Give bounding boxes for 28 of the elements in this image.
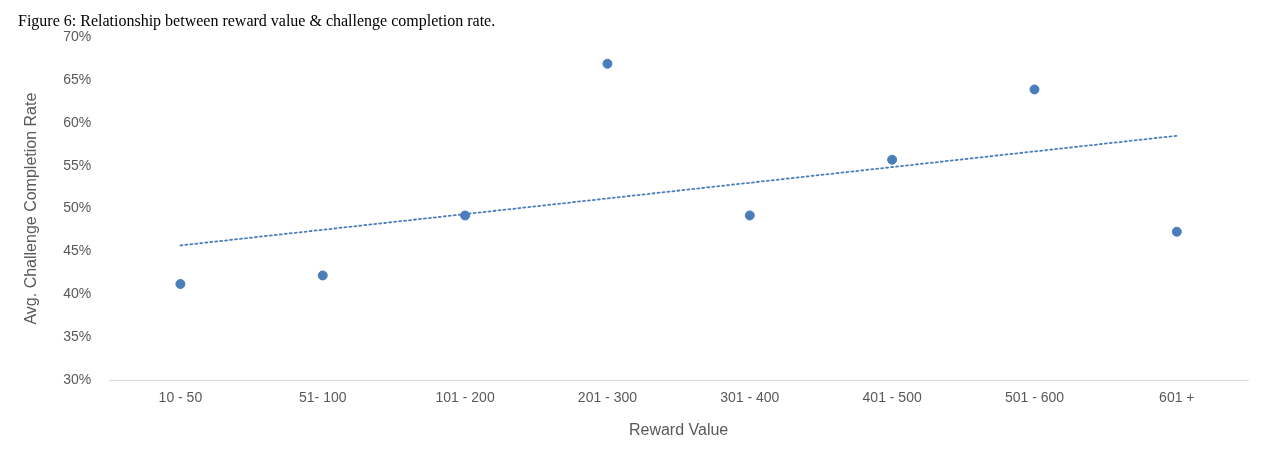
y-tick-label: 40%: [63, 285, 92, 302]
x-tick-label: 301 - 400: [720, 389, 780, 406]
point: [460, 210, 471, 221]
x-tick-label: 51- 100: [299, 389, 347, 406]
point: [1029, 84, 1040, 95]
y-tick-label: 60%: [63, 113, 92, 130]
y-tick-label: 55%: [63, 156, 92, 173]
x-axis-title: Reward Value: [628, 420, 729, 438]
y-tick-label: 50%: [63, 199, 92, 216]
point: [317, 270, 328, 281]
y-axis-title: Avg. Challenge Completion Rate: [22, 92, 40, 325]
point: [175, 279, 186, 290]
x-tick-label: 10 - 50: [158, 389, 203, 406]
x-tick-label: 201 - 300: [577, 389, 638, 406]
point: [744, 210, 755, 221]
y-tick-label: 35%: [63, 328, 92, 345]
x-tick-label: 401 - 500: [862, 389, 922, 406]
x-tick-label: 601 +: [1159, 389, 1195, 406]
point: [602, 58, 613, 69]
point: [1171, 226, 1182, 237]
y-tick-label: 65%: [63, 70, 92, 87]
y-tick-label: 45%: [63, 242, 92, 259]
x-tick-label: 501 - 600: [1004, 389, 1065, 406]
y-tick-label: 30%: [63, 370, 92, 387]
point: [887, 154, 898, 165]
chart-title: Figure 6: Relationship between reward value & challenge completion rate.: [18, 11, 496, 30]
y-tick-label: 70%: [63, 28, 92, 45]
x-tick-label: 101 - 200: [435, 389, 495, 406]
